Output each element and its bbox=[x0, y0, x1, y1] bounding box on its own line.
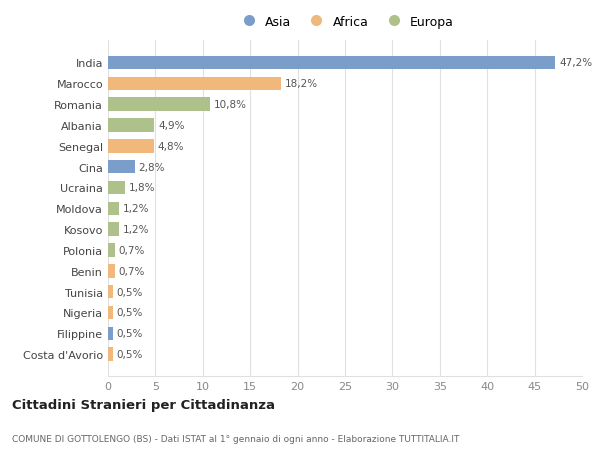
Bar bbox=[108, 306, 113, 319]
Bar bbox=[108, 161, 134, 174]
Legend: Asia, Africa, Europa: Asia, Africa, Europa bbox=[232, 11, 458, 34]
Text: 47,2%: 47,2% bbox=[559, 58, 592, 68]
Bar bbox=[108, 98, 211, 112]
Bar bbox=[108, 347, 113, 361]
Text: 0,5%: 0,5% bbox=[116, 329, 143, 339]
Bar bbox=[108, 264, 115, 278]
Text: 0,5%: 0,5% bbox=[116, 308, 143, 318]
Bar bbox=[108, 327, 113, 341]
Bar bbox=[108, 181, 125, 195]
Bar bbox=[108, 285, 113, 299]
Text: 2,8%: 2,8% bbox=[139, 162, 165, 172]
Bar bbox=[108, 223, 119, 236]
Bar bbox=[108, 56, 556, 70]
Bar bbox=[108, 140, 154, 153]
Text: 0,5%: 0,5% bbox=[116, 349, 143, 359]
Text: 1,8%: 1,8% bbox=[129, 183, 155, 193]
Text: 10,8%: 10,8% bbox=[214, 100, 247, 110]
Bar bbox=[108, 77, 281, 91]
Bar bbox=[108, 119, 154, 133]
Text: 18,2%: 18,2% bbox=[284, 79, 317, 89]
Text: 1,2%: 1,2% bbox=[123, 204, 149, 214]
Text: 0,7%: 0,7% bbox=[118, 246, 145, 255]
Text: 4,9%: 4,9% bbox=[158, 121, 185, 131]
Text: 0,5%: 0,5% bbox=[116, 287, 143, 297]
Text: 0,7%: 0,7% bbox=[118, 266, 145, 276]
Text: 4,8%: 4,8% bbox=[157, 141, 184, 151]
Bar bbox=[108, 202, 119, 216]
Bar bbox=[108, 244, 115, 257]
Text: Cittadini Stranieri per Cittadinanza: Cittadini Stranieri per Cittadinanza bbox=[12, 398, 275, 412]
Text: 1,2%: 1,2% bbox=[123, 224, 149, 235]
Text: COMUNE DI GOTTOLENGO (BS) - Dati ISTAT al 1° gennaio di ogni anno - Elaborazione: COMUNE DI GOTTOLENGO (BS) - Dati ISTAT a… bbox=[12, 434, 460, 442]
